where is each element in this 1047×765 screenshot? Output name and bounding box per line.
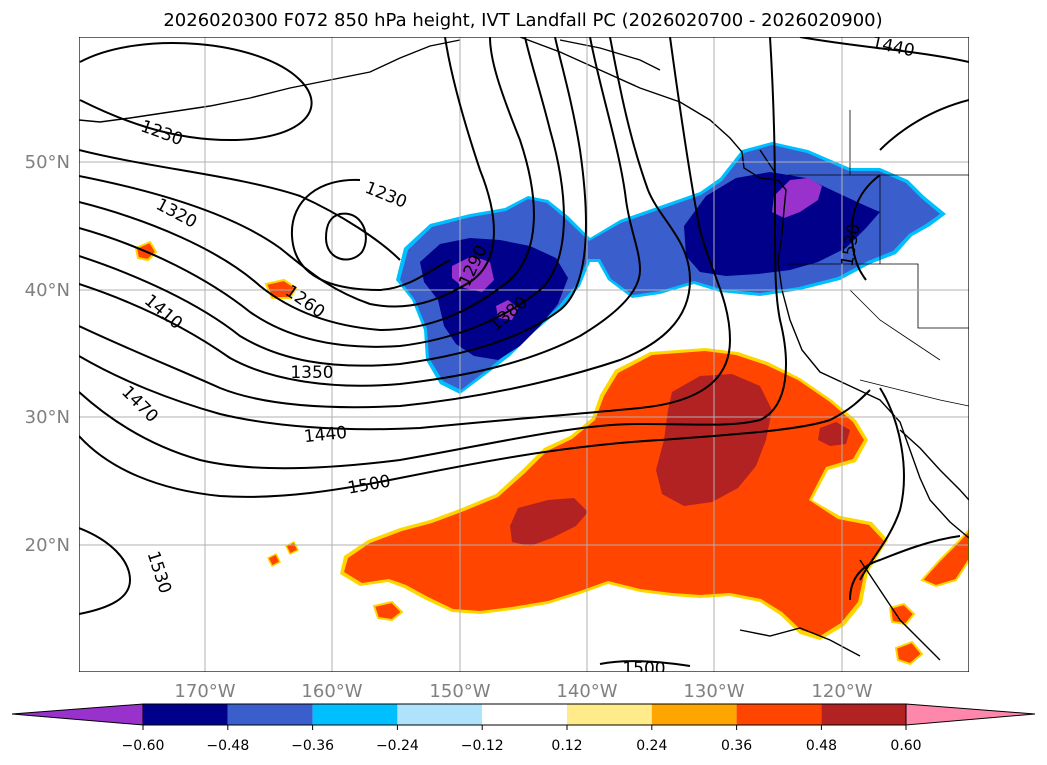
colorbar-segment	[312, 704, 398, 725]
lat-tick-label: 20°N	[25, 535, 70, 556]
lon-tick-label: 160°W	[301, 681, 362, 702]
figure-title: 2026020300 F072 850 hPa height, IVT Land…	[163, 10, 882, 31]
colorbar-high-extension	[905, 703, 1036, 726]
colorbar-tick-label: 0.36	[721, 738, 752, 754]
latitude-labels: 50°N 40°N 30°N 20°N	[25, 152, 70, 556]
colorbar-tick-label: −0.60	[122, 738, 165, 754]
lon-tick-label: 120°W	[811, 681, 872, 702]
colorbar-segment	[143, 704, 228, 725]
contour-label: 1500	[622, 659, 665, 679]
colorbar-tick-label: 0.48	[806, 738, 837, 754]
contour-label: 1440	[303, 423, 348, 447]
colorbar-tick-labels: −0.60 −0.48 −0.36 −0.24 −0.12 0.12 0.24 …	[122, 738, 922, 754]
grid-lines	[79, 37, 969, 672]
colorbar-tick-label: −0.24	[376, 738, 419, 754]
colorbar-low-extension	[11, 703, 144, 726]
colorbar-segment	[227, 704, 313, 725]
height-contours	[79, 37, 969, 667]
colorbar-segment	[651, 704, 737, 725]
colorbar-segment	[736, 704, 822, 725]
colorbar-tick-label: −0.48	[206, 738, 249, 754]
colorbar-tick-label: −0.12	[461, 738, 504, 754]
coastlines	[79, 37, 969, 661]
colorbar-tick-label: −0.36	[291, 738, 334, 754]
colorbar-segment	[567, 704, 652, 725]
lat-tick-label: 30°N	[25, 407, 70, 428]
colorbar-tick-label: 0.60	[890, 738, 921, 754]
map-panel: 1440 1230 1230 1320 1290 1260 1410 1380 …	[79, 37, 969, 679]
longitude-labels: 170°W 160°W 150°W 140°W 130°W 120°W	[174, 681, 872, 702]
contour-label: 1350	[290, 363, 333, 383]
colorbar-tick-label: 0.12	[551, 738, 582, 754]
lon-tick-label: 130°W	[683, 681, 744, 702]
colorbar: −0.60 −0.48 −0.36 −0.24 −0.12 0.12 0.24 …	[11, 703, 1036, 754]
lon-tick-label: 140°W	[556, 681, 617, 702]
colorbar-tick-marks	[142, 725, 907, 730]
lon-tick-label: 150°W	[429, 681, 490, 702]
colorbar-segment	[482, 704, 567, 725]
colorbar-segment	[821, 704, 907, 725]
colorbar-tick-label: 0.24	[636, 738, 667, 754]
lat-tick-label: 40°N	[25, 280, 70, 301]
lat-tick-label: 50°N	[25, 152, 70, 173]
lon-tick-label: 170°W	[174, 681, 235, 702]
colorbar-segment	[397, 704, 483, 725]
border-lines	[788, 110, 969, 407]
